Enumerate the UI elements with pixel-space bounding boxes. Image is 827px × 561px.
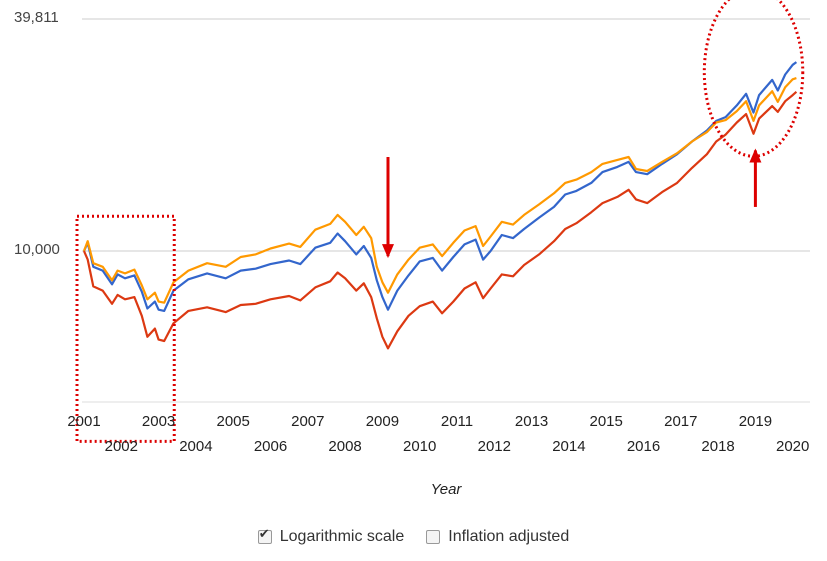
- x-tick-label: 2004: [179, 438, 213, 455]
- x-tick-label: 2003: [141, 413, 176, 430]
- series-line-1: [82, 61, 798, 312]
- x-tick-label: 2011: [440, 413, 474, 430]
- x-tick-label: 2019: [738, 413, 773, 430]
- x-tick-label: 2017: [664, 413, 698, 430]
- x-tick-label: 2016: [626, 438, 661, 455]
- log-scale-label[interactable]: Logarithmic scale: [279, 528, 405, 545]
- x-tick-label: 2001: [67, 413, 101, 430]
- inflation-toggle[interactable]: Inflation adjusted: [426, 528, 569, 546]
- series-line-2: [82, 77, 797, 304]
- series-line-3: [82, 90, 798, 350]
- x-tick-label: 2012: [477, 438, 511, 455]
- x-tick-label: 2020: [776, 438, 810, 455]
- highlight-ellipse: [702, 0, 805, 158]
- inflation-checkbox[interactable]: [426, 530, 441, 544]
- log-scale-toggle[interactable]: Logarithmic scale: [257, 527, 405, 546]
- x-tick-label: 2006: [253, 438, 288, 455]
- x-tick-label: 2018: [701, 438, 735, 455]
- down-arrow-head: [381, 244, 394, 259]
- y-tick-label: 10,000: [14, 241, 60, 258]
- chart-controls: Logarithmic scale Inflation adjusted: [0, 527, 827, 546]
- x-tick-label: 2015: [589, 413, 623, 430]
- x-tick-label: 2014: [552, 438, 586, 455]
- x-tick-label: 2009: [365, 413, 400, 430]
- x-tick-label: 2013: [514, 413, 549, 430]
- log-scale-checkbox[interactable]: [257, 527, 272, 544]
- x-tick-label: 2002: [104, 438, 138, 455]
- up-arrow-head: [749, 148, 762, 163]
- x-tick-label: 2007: [291, 413, 325, 430]
- x-axis-title: Year: [430, 481, 462, 498]
- x-tick-label: 2008: [328, 438, 362, 455]
- x-tick-label: 2005: [216, 413, 250, 430]
- highlight-box: [75, 214, 176, 443]
- inflation-label[interactable]: Inflation adjusted: [448, 528, 570, 545]
- x-tick-label: 2010: [403, 438, 437, 455]
- y-tick-label: 39,811: [14, 9, 59, 26]
